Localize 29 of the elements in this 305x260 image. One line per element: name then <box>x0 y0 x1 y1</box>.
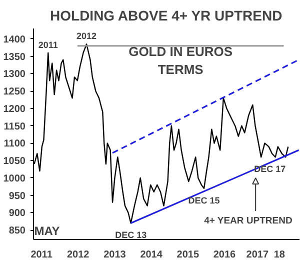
annotation: 4+ YEAR UPTREND <box>204 216 292 227</box>
y-tick-label: 1250 <box>3 86 26 98</box>
y-tick-label: 1200 <box>3 104 26 115</box>
y-tick-label: 1350 <box>3 52 26 63</box>
annotation: DEC 13 <box>115 230 147 240</box>
annotation: 2012 <box>76 31 97 42</box>
x-tick-label: 2014 <box>140 250 163 260</box>
y-tick-label: 1300 <box>3 69 26 80</box>
chart-title: HOLDING ABOVE 4+ YR UPTREND <box>50 8 282 24</box>
x-tick-label: 2015 <box>176 250 200 260</box>
y-tick-label: 1400 <box>3 34 26 46</box>
annotation: GOLD IN EUROS TERMS <box>128 44 233 78</box>
x-tick-label: 2017 <box>246 250 269 260</box>
x-tick-label: 2011 <box>30 250 53 260</box>
y-tick-label: 950 <box>8 190 26 202</box>
annotation: 2011 <box>38 40 58 50</box>
annotation: DEC 15 <box>188 195 220 206</box>
y-tick-label: 1000 <box>3 173 26 184</box>
annotation: DEC 17 <box>254 164 286 174</box>
y-tick-label: 1050 <box>3 156 26 168</box>
x-tick-label: 2016 <box>213 250 236 260</box>
y-tick-label: 1150 <box>4 121 26 132</box>
y-tick-label: 850 <box>8 226 26 237</box>
x-tick-label: 2013 <box>104 250 126 260</box>
annotation: MAY <box>34 224 60 238</box>
y-tick-label: 1100 <box>4 138 26 150</box>
x-tick-label: 2012 <box>67 250 90 260</box>
y-tick-label: 900 <box>8 208 26 220</box>
x-tick-label: 18 <box>274 250 286 260</box>
